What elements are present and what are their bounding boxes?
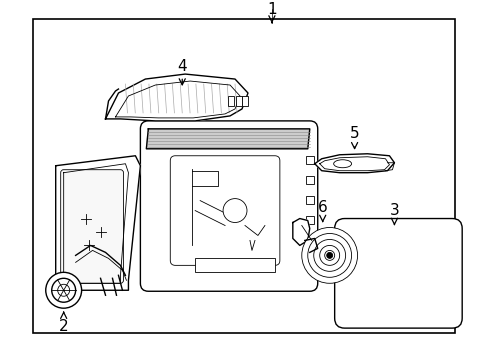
FancyBboxPatch shape: [140, 121, 317, 291]
Circle shape: [52, 278, 76, 302]
Polygon shape: [146, 129, 309, 149]
Polygon shape: [292, 219, 309, 246]
Text: 2: 2: [59, 312, 68, 334]
Bar: [305, 176, 313, 184]
Circle shape: [301, 228, 357, 283]
Circle shape: [313, 239, 345, 271]
Circle shape: [223, 199, 246, 222]
Circle shape: [326, 252, 332, 258]
Text: 3: 3: [389, 203, 399, 224]
FancyBboxPatch shape: [334, 219, 461, 328]
Circle shape: [307, 234, 351, 277]
Bar: [227, 96, 234, 106]
Bar: [305, 216, 313, 224]
Text: 5: 5: [349, 126, 359, 149]
Text: 1: 1: [266, 2, 276, 23]
Polygon shape: [314, 154, 394, 173]
FancyBboxPatch shape: [61, 170, 123, 283]
Circle shape: [319, 246, 339, 265]
Text: 4: 4: [177, 59, 187, 85]
Bar: [33, 19, 454, 333]
Polygon shape: [105, 74, 247, 121]
Bar: [305, 156, 313, 164]
FancyBboxPatch shape: [170, 156, 279, 265]
Bar: [236, 96, 242, 106]
Bar: [195, 258, 274, 272]
Circle shape: [324, 251, 334, 260]
Bar: [242, 96, 247, 106]
Circle shape: [58, 284, 69, 296]
Circle shape: [46, 272, 81, 308]
Bar: [305, 195, 313, 204]
Text: 6: 6: [317, 200, 327, 221]
Polygon shape: [56, 156, 140, 290]
Ellipse shape: [333, 160, 351, 168]
